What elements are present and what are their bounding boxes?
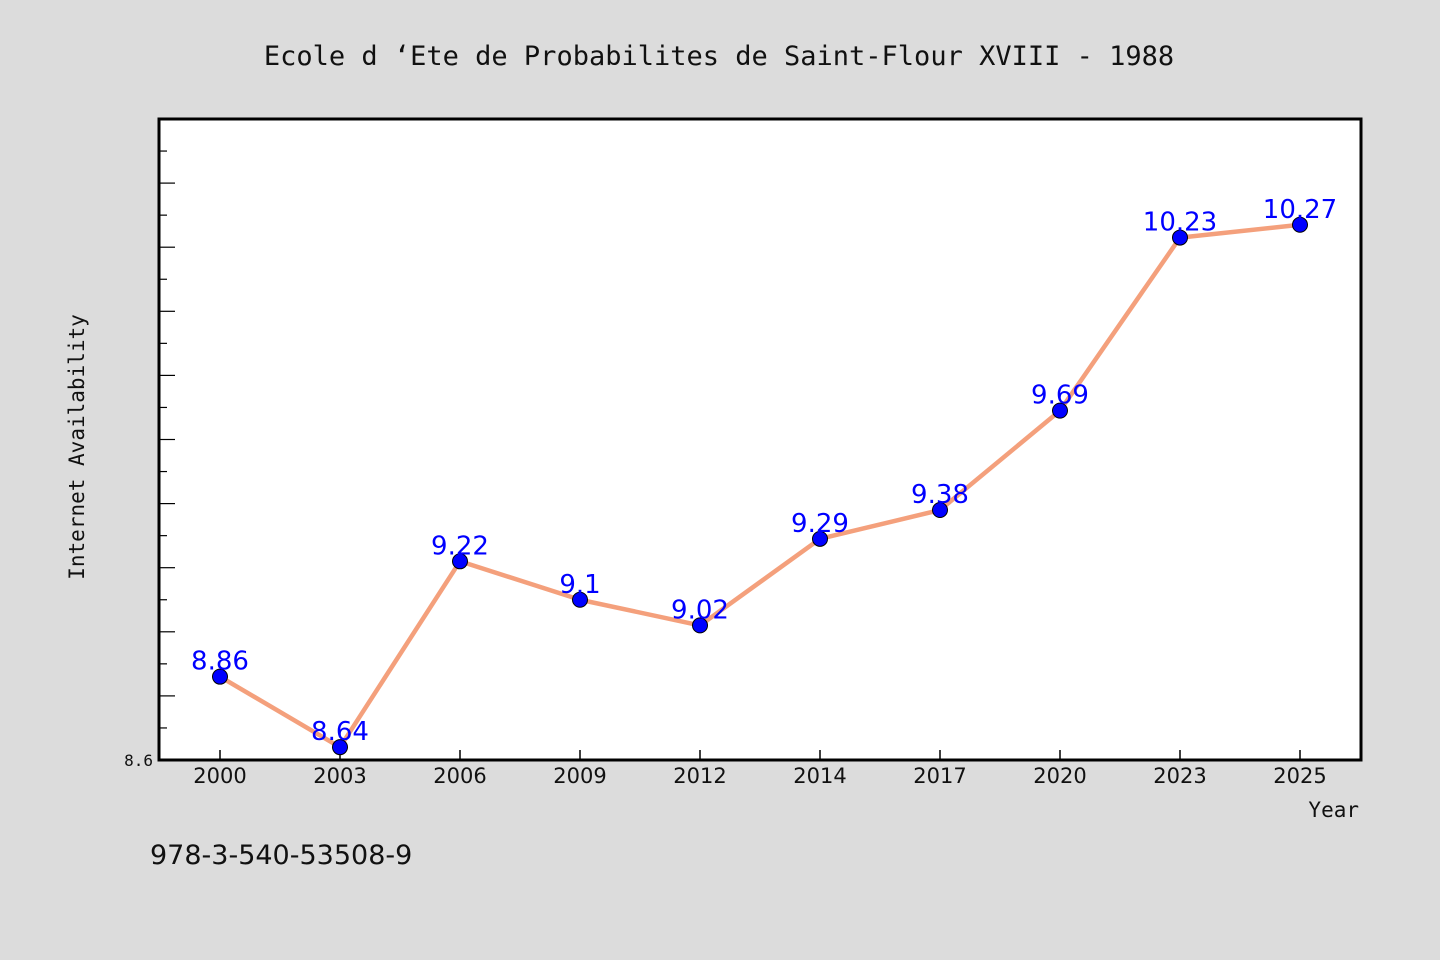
data-label: 9.38 <box>911 480 969 510</box>
x-tick-label: 2003 <box>313 764 366 788</box>
x-tick-label: 2014 <box>793 764 846 788</box>
y-axis-label: Internet Availability <box>65 314 89 580</box>
data-point <box>1052 402 1068 419</box>
data-label: 9.1 <box>559 570 600 600</box>
x-tick-label: 2009 <box>553 764 606 788</box>
data-point <box>1172 229 1188 246</box>
data-label: 10.23 <box>1143 208 1217 238</box>
plot-area <box>159 119 1361 760</box>
data-point <box>932 502 948 519</box>
data-point <box>692 617 708 634</box>
data-point <box>452 553 468 570</box>
data-point <box>572 591 588 608</box>
series-layer: 8.86 8.64 9.22 9.1 9.02 9.29 9.38 9.69 10.23 10.2… <box>191 195 1337 756</box>
x-tick-label: 2020 <box>1033 764 1086 788</box>
data-point <box>812 530 828 547</box>
x-tick-label: 2012 <box>673 764 726 788</box>
data-label: 9.29 <box>791 509 849 539</box>
data-label: 9.69 <box>1031 381 1089 411</box>
data-label: 8.86 <box>191 647 249 677</box>
x-axis-ticks: 2000 2003 2006 2009 2012 2014 2017 2020 2023 2025 <box>193 750 1327 788</box>
plot-frame <box>157 117 1363 762</box>
data-label: 9.22 <box>431 531 489 561</box>
x-tick-label: 2017 <box>913 764 966 788</box>
x-tick-label: 2000 <box>193 764 246 788</box>
x-tick-label: 2025 <box>1273 764 1326 788</box>
x-axis-label: Year <box>1308 798 1359 822</box>
data-point <box>1292 216 1308 233</box>
data-label: 8.64 <box>311 717 369 747</box>
data-point <box>212 668 228 685</box>
series-line <box>218 222 1301 750</box>
x-tick-label: 2006 <box>433 764 486 788</box>
data-label: 9.02 <box>671 595 729 625</box>
data-point <box>332 739 348 756</box>
x-tick-label: 2023 <box>1153 764 1206 788</box>
isbn-text: 978-3-540-53508-9 <box>150 840 412 871</box>
data-label: 10.27 <box>1263 195 1337 225</box>
chart-title: Ecole d ‘Ete de Probabilites de Saint-Fl… <box>264 41 1174 72</box>
y-tick-label: 8.6 <box>124 751 153 770</box>
